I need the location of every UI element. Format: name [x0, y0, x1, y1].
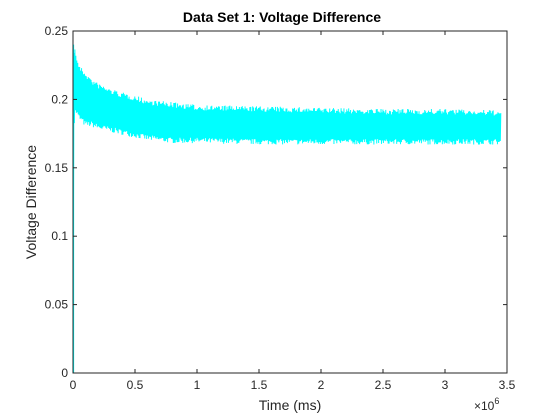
x-tick-label: 2 — [318, 378, 325, 392]
y-axis-label: Voltage Difference — [23, 145, 39, 259]
x-tick-label: 1 — [194, 378, 201, 392]
x-axis-multiplier: ×106 — [474, 396, 499, 413]
x-tick-label: 2.5 — [375, 378, 392, 392]
voltage-series-line — [72, 49, 502, 374]
y-tick-label: 0 — [61, 366, 68, 380]
y-tick-label: 0.2 — [51, 92, 68, 106]
x-tick-label: 3.5 — [499, 378, 516, 392]
plot-area — [73, 31, 507, 373]
x-axis-label: Time (ms) — [259, 397, 321, 413]
y-axis-ticks: 0 0.05 0.1 0.15 0.2 0.25 — [45, 24, 507, 380]
x-tick-label: 0.5 — [127, 378, 144, 392]
x-tick-label: 0 — [70, 378, 77, 392]
y-tick-label: 0.25 — [45, 24, 69, 38]
chart-title: Data Set 1: Voltage Difference — [183, 9, 381, 25]
x-multiplier-exponent: 6 — [494, 396, 499, 406]
x-tick-label: 3 — [442, 378, 449, 392]
x-axis-ticks: 0 0.5 1 1.5 2 2.5 3 3.5 — [70, 31, 516, 392]
plot-frame — [72, 30, 508, 374]
y-tick-label: 0.1 — [51, 229, 68, 243]
y-tick-label: 0.05 — [45, 298, 69, 312]
y-tick-label: 0.15 — [45, 161, 69, 175]
x-multiplier-base: ×10 — [474, 399, 495, 413]
x-tick-label: 1.5 — [251, 378, 268, 392]
